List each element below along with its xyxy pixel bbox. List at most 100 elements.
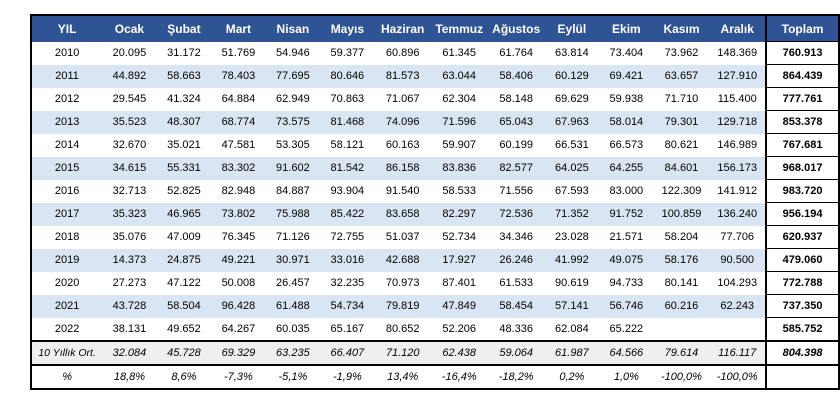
value-cell: 63.657 (653, 64, 710, 88)
table-row: 2013 35.523 48.307 68.774 73.575 81.468 74.096… (31, 110, 839, 134)
value-cell: 79.301 (653, 110, 710, 134)
summary-value-cell: 71.120 (374, 340, 431, 365)
month-column-header: Temmuz (430, 15, 488, 42)
summary-label-cell: % (31, 364, 103, 389)
summary-value-cell: 69.329 (211, 340, 266, 365)
value-cell: 66.573 (609, 139, 644, 151)
value-cell: 91.602 (265, 156, 321, 180)
value-cell: 67.593 (555, 185, 589, 197)
value-cell: 86.158 (374, 156, 431, 180)
value-cell: 63.814 (555, 47, 589, 59)
summary-value-cell: 32.084 (102, 340, 157, 365)
value-cell: 91.540 (385, 185, 420, 197)
value-cell: 65.043 (487, 110, 545, 134)
value-cell: 93.904 (330, 185, 365, 197)
value-cell: 60.035 (276, 322, 310, 335)
year-cell: 2011 (31, 64, 103, 88)
total-cell: 767.681 (765, 133, 839, 157)
value-cell: 34.346 (499, 231, 533, 243)
total-cell: 968.017 (765, 156, 839, 180)
month-column-header: Nisan (265, 15, 321, 42)
total-column-header: Toplam (765, 15, 839, 42)
value-cell: 84.601 (653, 156, 710, 180)
value-cell: 60.163 (385, 139, 420, 151)
summary-value-cell: -18,2% (487, 364, 545, 389)
value-cell: 34.615 (102, 156, 157, 180)
summary-total-cell: 804.398 (765, 340, 839, 365)
value-cell: 58.533 (442, 185, 477, 197)
value-cell: 57.141 (544, 294, 600, 318)
total-cell: 585.752 (765, 317, 839, 341)
value-cell: 48.307 (156, 110, 212, 134)
value-cell: 47.581 (221, 139, 256, 151)
value-cell: 69.629 (555, 93, 589, 105)
month-column-header: Ocak (102, 15, 157, 42)
year-cell: 2010 (54, 47, 80, 59)
value-cell: 76.345 (221, 231, 256, 243)
value-cell: 73.802 (211, 202, 266, 226)
monthly-values-table: YIL Ocak Şubat Mart Nisan Mayıs Haziran Temmuz A… (30, 14, 840, 390)
value-cell: 80.141 (664, 277, 699, 289)
value-cell: 31.172 (167, 47, 201, 59)
value-cell: 53.305 (276, 139, 310, 151)
year-column-header: YIL (31, 15, 103, 42)
year-cell: 2018 (54, 231, 80, 243)
value-cell: 58.014 (599, 110, 654, 134)
table-row: 2017 35.323 46.965 73.802 75.988 85.422 83.658… (31, 202, 839, 226)
value-cell: 32.713 (112, 185, 147, 197)
summary-value-cell: -16,4% (430, 364, 488, 389)
value-cell: 63.044 (430, 64, 488, 88)
table-row: 2021 43.728 58.504 96.428 61.488 54.734 79.819… (31, 294, 839, 318)
value-cell: 70.863 (330, 93, 365, 105)
value-cell: 58.121 (330, 139, 365, 151)
value-cell: 35.523 (102, 110, 157, 134)
total-cell: 983.720 (765, 179, 839, 203)
value-cell: 30.971 (265, 248, 321, 272)
value-cell: 50.008 (221, 277, 256, 289)
month-column-header: Eylül (544, 15, 600, 42)
value-cell: 73.962 (664, 47, 699, 59)
total-cell: 956.194 (765, 202, 839, 226)
table-header: YIL Ocak Şubat Mart Nisan Mayıs Haziran Temmuz A… (31, 15, 839, 42)
table-row: 2014 32.670 35.021 47.581 53.305 58.121 60.163… (31, 133, 839, 157)
summary-value-cell: 79.614 (653, 340, 710, 365)
month-column-header: Aralık (709, 15, 767, 42)
value-cell: 55.331 (156, 156, 212, 180)
value-cell: 96.428 (211, 294, 266, 318)
value-cell (709, 318, 766, 342)
summary-value-cell: 0,2% (544, 364, 600, 389)
value-cell: 29.545 (112, 93, 147, 105)
value-cell: 65.222 (609, 322, 644, 335)
value-cell: 60.216 (653, 294, 710, 318)
value-cell (654, 318, 710, 342)
summary-label-cell: 10 Yıllık Ort. (31, 340, 103, 365)
value-cell: 33.016 (320, 248, 375, 272)
summary-value-cell: -5,1% (265, 364, 321, 389)
value-cell: 17.927 (430, 248, 488, 272)
value-cell: 43.728 (102, 294, 157, 318)
value-cell: 51.769 (221, 47, 256, 59)
value-cell: 90.619 (555, 277, 589, 289)
value-cell: 58.176 (653, 248, 710, 272)
value-cell: 146.989 (717, 139, 758, 151)
table-row: 2012 29.545 41.324 64.884 62.949 70.863 71.067… (31, 87, 839, 111)
value-cell: 60.199 (499, 139, 533, 151)
value-cell: 21.571 (609, 231, 644, 243)
value-cell: 48.336 (499, 322, 533, 335)
year-cell: 2014 (54, 139, 80, 151)
value-cell: 47.849 (430, 294, 488, 318)
value-cell: 32.670 (112, 139, 147, 151)
value-cell: 49.652 (167, 322, 201, 335)
value-cell: 35.323 (102, 202, 157, 226)
table-body: 2010 20.095 31.172 51.769 54.946 59.377 60.896… (31, 41, 839, 389)
value-cell: 52.825 (167, 185, 201, 197)
year-cell: 2017 (31, 202, 103, 226)
value-cell: 62.949 (276, 93, 310, 105)
value-cell: 148.369 (717, 47, 758, 59)
value-cell: 38.131 (112, 322, 147, 335)
value-cell: 26.246 (487, 248, 545, 272)
year-cell: 2021 (31, 294, 103, 318)
value-cell: 67.963 (544, 110, 600, 134)
total-cell: 737.350 (765, 294, 839, 318)
value-cell: 68.774 (211, 110, 266, 134)
